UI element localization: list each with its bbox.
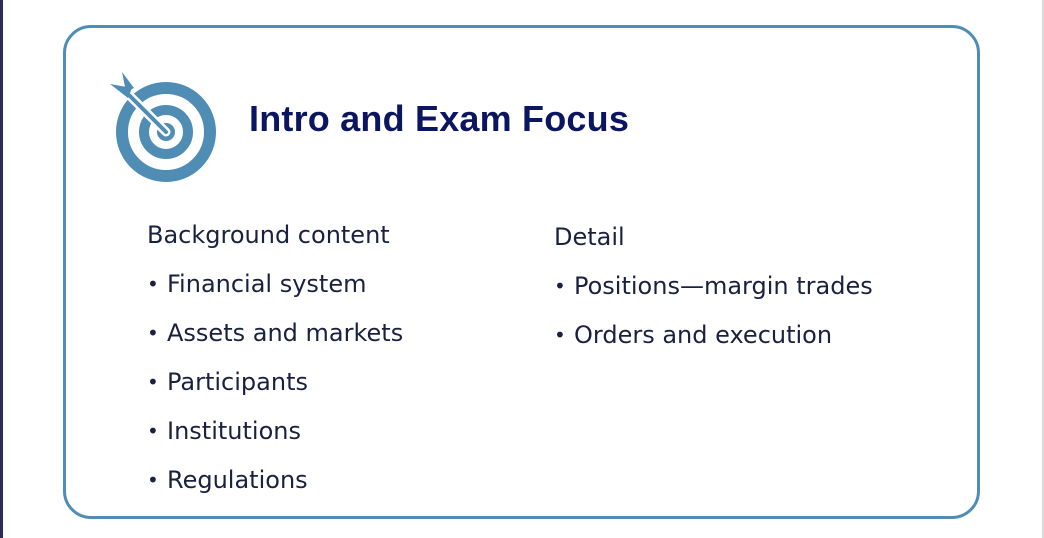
bullet-icon: • xyxy=(147,321,159,345)
right-edge-rule xyxy=(1042,0,1044,538)
list-item: • Positions—margin trades xyxy=(554,269,873,303)
slide-card xyxy=(63,25,980,519)
detail-heading: Detail xyxy=(554,223,625,251)
bullet-icon: • xyxy=(554,323,566,347)
bullet-icon: • xyxy=(554,274,566,298)
background-content-column: Background content • Financial system • … xyxy=(147,218,403,512)
detail-column: Detail • Positions—margin trades • Order… xyxy=(554,218,873,367)
list-item-label: Financial system xyxy=(167,270,367,298)
slide-title: Intro and Exam Focus xyxy=(249,98,630,139)
background-content-list: • Financial system • Assets and markets … xyxy=(147,267,403,497)
list-item: • Regulations xyxy=(147,463,403,497)
list-item: • Financial system xyxy=(147,267,403,301)
bullet-icon: • xyxy=(147,419,159,443)
list-item-label: Participants xyxy=(167,368,308,396)
left-edge-rule xyxy=(0,0,3,538)
list-item: • Institutions xyxy=(147,414,403,448)
bullet-icon: • xyxy=(147,370,159,394)
list-item: • Orders and execution xyxy=(554,318,873,352)
bullet-icon: • xyxy=(147,272,159,296)
list-item-label: Orders and execution xyxy=(574,321,833,349)
list-item-label: Positions—margin trades xyxy=(574,272,873,300)
detail-list: • Positions—margin trades • Orders and e… xyxy=(554,269,873,352)
list-item-label: Institutions xyxy=(167,417,301,445)
background-content-heading: Background content xyxy=(147,221,390,249)
list-item-label: Regulations xyxy=(167,466,308,494)
list-item: • Participants xyxy=(147,365,403,399)
bullet-icon: • xyxy=(147,468,159,492)
list-item: • Assets and markets xyxy=(147,316,403,350)
list-item-label: Assets and markets xyxy=(167,319,404,347)
target-icon xyxy=(110,72,216,182)
